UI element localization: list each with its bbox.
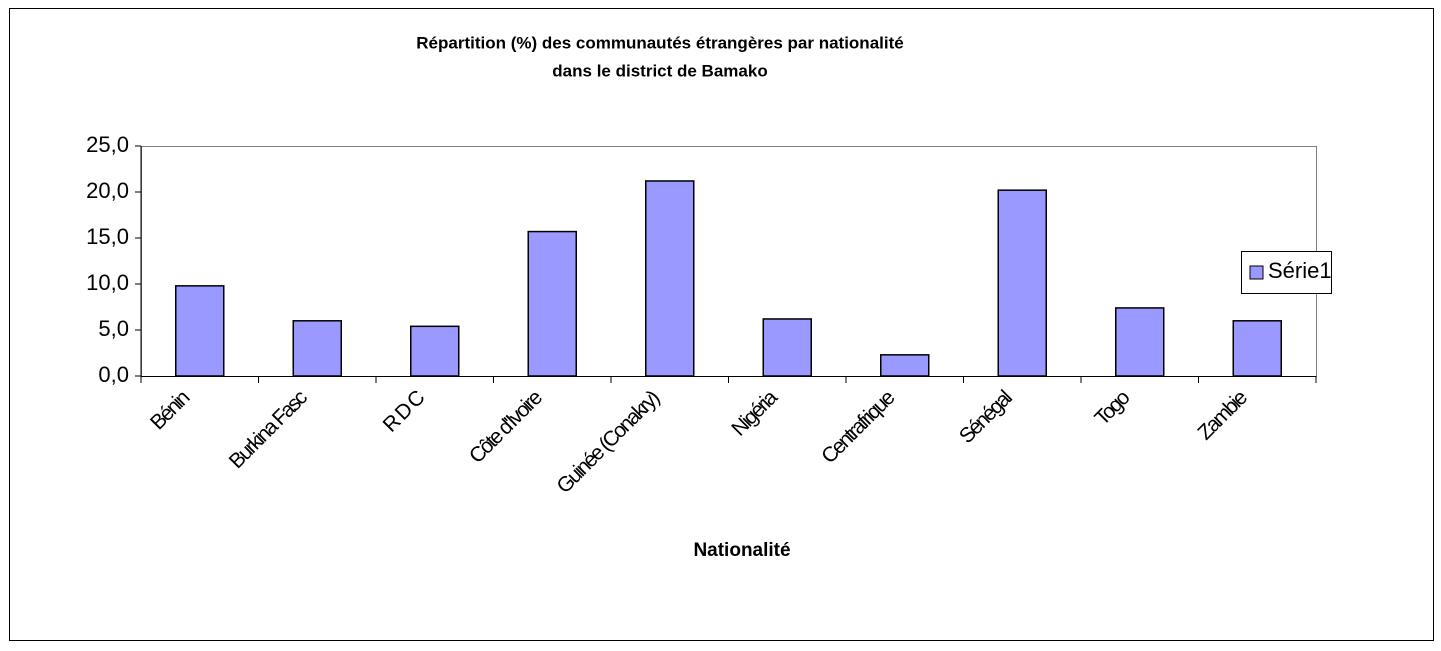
chart-subtitle: dans le district de Bamako bbox=[552, 61, 767, 80]
chart-title: Répartition (%) des communautés étrangèr… bbox=[416, 33, 903, 52]
x-axis-title: Nationalité bbox=[693, 540, 790, 561]
y-tick-label: 0,0 bbox=[98, 362, 129, 387]
bar bbox=[527, 230, 577, 377]
bar bbox=[1232, 320, 1282, 377]
legend-swatch bbox=[1249, 265, 1264, 280]
bar bbox=[645, 180, 695, 377]
y-tick-label: 5,0 bbox=[98, 316, 129, 341]
bar bbox=[410, 325, 460, 377]
bar bbox=[997, 189, 1047, 377]
bar bbox=[1115, 307, 1165, 377]
bar bbox=[762, 318, 812, 377]
bar bbox=[175, 285, 225, 377]
bar bbox=[292, 320, 342, 377]
y-tick-label: 25,0 bbox=[86, 132, 129, 157]
y-tick-label: 10,0 bbox=[86, 270, 129, 295]
y-tick-label: 15,0 bbox=[86, 224, 129, 249]
bar bbox=[880, 354, 930, 377]
legend-label: Série1 bbox=[1268, 258, 1332, 283]
y-tick-label: 20,0 bbox=[86, 178, 129, 203]
